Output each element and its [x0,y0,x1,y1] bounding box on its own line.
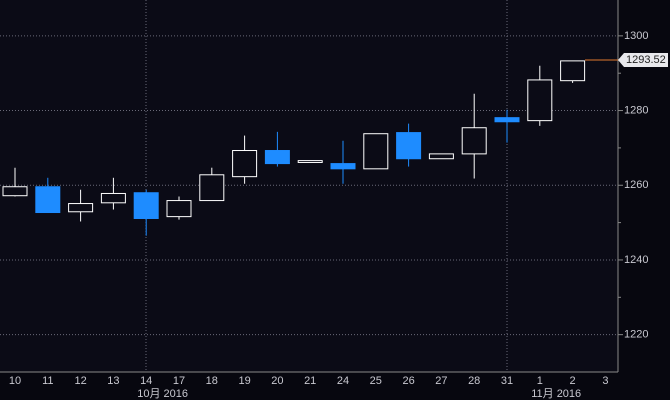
candle-body [330,163,356,170]
x-tick-label: 11 [42,375,53,387]
candle-body [527,79,553,122]
month-label: 10月 2016 [137,388,188,400]
x-tick-label: 25 [370,375,382,387]
y-tick-label: 1240 [624,254,648,266]
candle-body [199,174,225,202]
x-tick-label: 14 [140,375,152,387]
candle-body [166,200,192,218]
x-tick-label: 21 [304,375,316,387]
candle-body [264,150,290,165]
candle-body [560,60,586,82]
candle-body [297,160,323,163]
candle-body [428,153,454,160]
candle-body [396,132,422,160]
y-tick-label: 1300 [624,30,648,42]
x-tick-label: 10 [9,375,21,387]
x-tick-label: 2 [570,375,576,387]
candle-body [363,133,389,170]
x-tick-label: 3 [602,375,608,387]
candle-body [100,192,126,204]
x-tick-label: 12 [74,375,86,387]
y-tick-label: 1280 [624,104,648,116]
x-tick-label: 24 [337,375,349,387]
last-price-tag [618,53,668,68]
candle-body [133,192,159,219]
candle-body [461,127,487,155]
y-tick-label: 1260 [624,179,648,191]
x-tick-label: 31 [501,375,513,387]
last-price-label: 1293.52 [626,54,666,66]
x-tick-label: 27 [435,375,447,387]
candle-body [494,117,520,123]
candle-body [232,150,258,178]
x-tick-label: 13 [107,375,119,387]
y-tick-label: 1220 [624,329,648,341]
x-tick-label: 28 [468,375,480,387]
candle-body [35,186,61,214]
candle-body [2,186,28,197]
x-tick-label: 1 [537,375,543,387]
plot-area [0,0,618,372]
month-label: 11月 2016 [531,388,581,400]
candle-body [68,203,94,213]
x-tick-label: 20 [271,375,283,387]
x-tick-label: 26 [402,375,414,387]
x-tick-label: 17 [173,375,185,387]
x-tick-label: 19 [238,375,250,387]
x-tick-label: 18 [206,375,218,387]
